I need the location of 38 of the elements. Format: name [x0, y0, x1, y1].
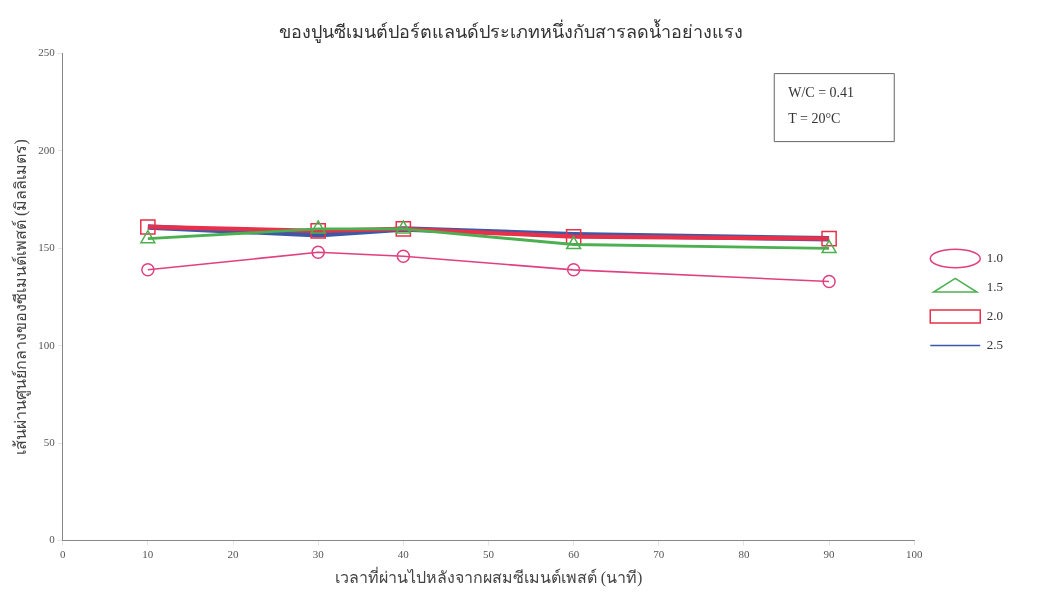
y-tick-label: 200 [38, 143, 56, 156]
x-tick-label: 10 [142, 548, 154, 561]
x-tick-label: 90 [823, 548, 836, 561]
annotation: W/C = 0.41 [788, 85, 855, 101]
y-tick-label: 100 [38, 338, 56, 351]
x-tick-label: 80 [738, 548, 750, 561]
point [140, 229, 156, 244]
point [822, 274, 836, 289]
legend-label: 2.5 [986, 336, 1003, 352]
x-tick-label: 50 [482, 548, 495, 561]
point [821, 230, 837, 247]
y-tick-label: 150 [38, 241, 56, 254]
point [141, 263, 155, 277]
x-tick-label: 70 [653, 548, 665, 561]
point [566, 263, 581, 277]
point [565, 235, 582, 250]
y-tick-label: 250 [38, 46, 56, 59]
point [311, 245, 325, 260]
point [821, 239, 837, 254]
x-tick-label: 20 [227, 548, 240, 561]
x-tick-label: 40 [397, 548, 410, 561]
legend-label: 1.0 [986, 249, 1003, 265]
legend-label: 2.0 [986, 307, 1003, 323]
point [310, 220, 326, 234]
chart-title: ของปูนซีเมนต์ปอร์ตแลนด์ประเภทหนึ่งกับสารลดน้ำอย่างแรง [278, 18, 743, 43]
point [396, 249, 411, 263]
x-tick-label: 30 [312, 548, 325, 561]
x-tick-label: 60 [568, 548, 580, 561]
y-axis-title: เส้นผ่านศูนย์กลางของซีเมนต์เพสต์ (มิลลิเมตร) [10, 139, 31, 455]
x-axis-title: เวลาที่ผ่านไปหลังจากผสมซีเมนต์เพสต์ (นาที) [334, 565, 643, 587]
y-tick-label: 50 [43, 436, 56, 449]
x-tick-label: 100 [906, 548, 923, 561]
point [140, 219, 156, 235]
y-tick-label: 0 [49, 533, 56, 546]
legend-label: 1.5 [986, 278, 1003, 294]
point [310, 223, 326, 239]
x-tick-label: 0 [59, 548, 66, 561]
annotation: T = 20°C [788, 111, 841, 127]
